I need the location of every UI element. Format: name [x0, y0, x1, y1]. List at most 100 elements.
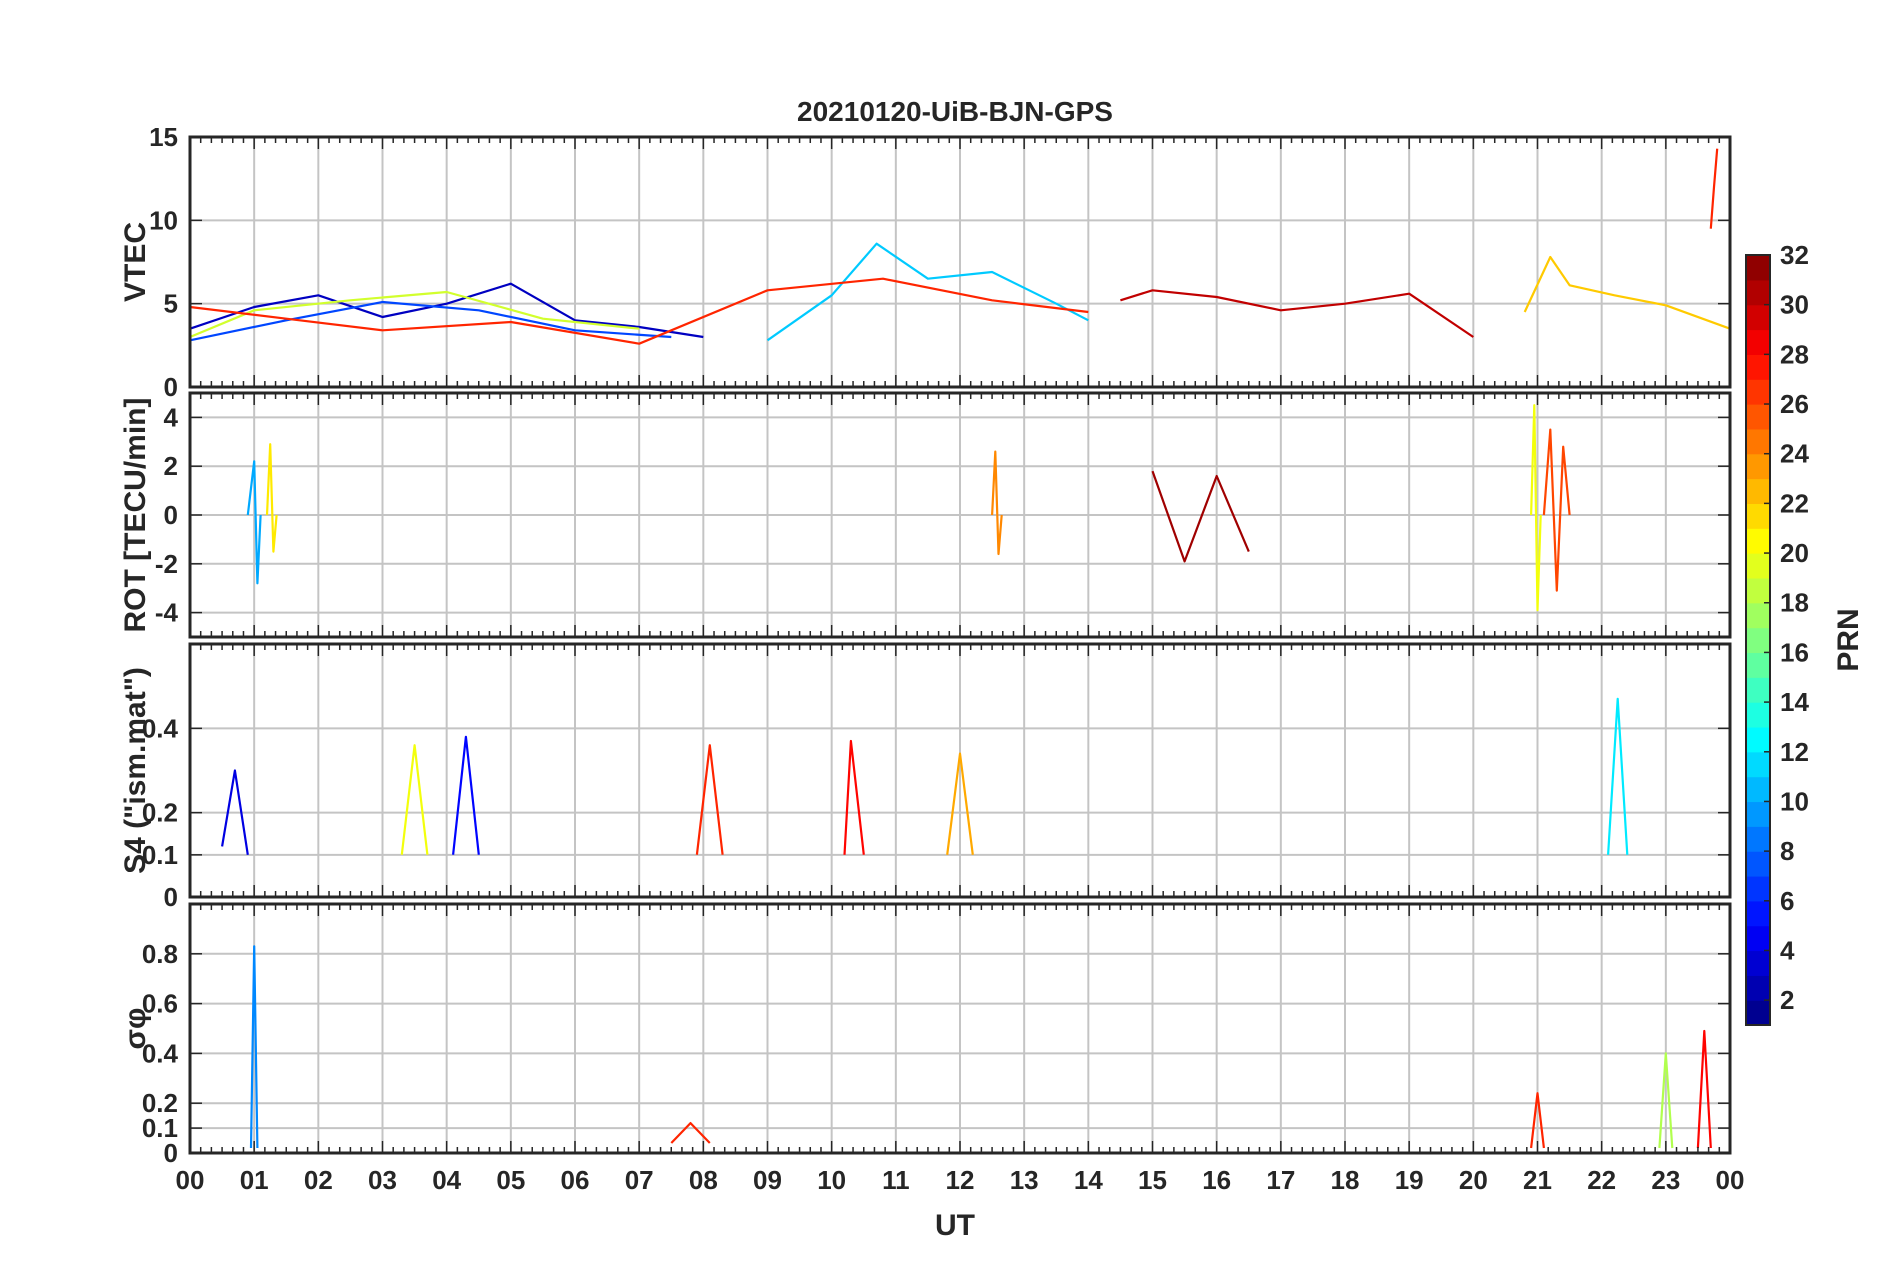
y-tick-label: 0.2	[142, 798, 178, 828]
x-tick-label: 13	[1010, 1165, 1039, 1195]
x-tick-label: 06	[561, 1165, 590, 1195]
series-line-prn-12	[1607, 697, 1629, 855]
axes-frame-sigma_phi	[188, 902, 1732, 1155]
x-tick-label: 04	[432, 1165, 461, 1195]
x-tick-label: 01	[240, 1165, 269, 1195]
panel-sigma_phi: 00.10.2 0.4 0.6 0.8 σφ 00 01 02 03 04 05 06 07 08 09 10…	[119, 902, 1744, 1195]
series-line-prn-27	[1530, 1092, 1545, 1149]
colorbar-tick-label: 16	[1780, 637, 1809, 667]
colorbar-frame	[1745, 254, 1771, 1026]
x-tick-label: 20	[1459, 1165, 1488, 1195]
colorbar-tick-label: 2	[1780, 985, 1794, 1015]
colorbar-segment	[1746, 677, 1770, 703]
axes-frame-rot	[188, 391, 1732, 639]
colorbar-segment	[1746, 329, 1770, 355]
x-tick-label: 08	[689, 1165, 718, 1195]
y-tick-label: 10	[149, 205, 178, 235]
colorbar-segment	[1746, 478, 1770, 504]
y-axis-label-sigma_phi: σφ	[119, 1008, 152, 1050]
colorbar-segment	[1746, 379, 1770, 405]
x-tick-label: 17	[1266, 1165, 1295, 1195]
x-tick-label: 11	[882, 1165, 910, 1195]
colorbar-segment	[1746, 875, 1770, 902]
series-line-prn-4	[221, 769, 249, 855]
x-tick-label: 19	[1395, 1165, 1424, 1195]
series-line-prn-3	[189, 282, 704, 339]
colorbar-segment	[1746, 528, 1770, 554]
series-line-prn-10	[246, 460, 262, 585]
series-line-prn-27	[695, 744, 724, 855]
colorbar-segment	[1746, 255, 1770, 281]
colorbar-tick-label: 18	[1780, 588, 1809, 618]
colorbar-segment	[1746, 751, 1770, 778]
colorbar-segment	[1746, 702, 1770, 728]
x-tick-label: 21	[1523, 1165, 1552, 1195]
x-tick-label: 16	[1202, 1165, 1231, 1195]
colorbar-segment	[1746, 925, 1770, 952]
colorbar-segment	[1746, 900, 1770, 927]
y-tick-label: 0.4	[142, 1038, 179, 1068]
colorbar-tick-label: 28	[1780, 339, 1809, 369]
x-tick-label: 00	[176, 1165, 205, 1195]
colorbar-segment	[1746, 726, 1770, 753]
colorbar-tick-label: 20	[1780, 538, 1809, 568]
x-tick-label: 14	[1074, 1165, 1103, 1195]
series-line-prn-20	[1530, 404, 1542, 612]
y-tick-label: 0	[164, 1138, 178, 1168]
colorbar-segment	[1746, 602, 1770, 629]
y-axis-label-s4: S4 ("ism.mat")	[119, 667, 152, 874]
colorbar-segment	[1746, 975, 1770, 1001]
y-tick-label: 2	[164, 451, 178, 481]
x-tick-label: 12	[946, 1165, 975, 1195]
colorbar-segment	[1746, 503, 1770, 529]
colorbar-segment	[1746, 453, 1770, 480]
x-axis-label: UT	[935, 1209, 975, 1242]
colorbar-segment	[1746, 553, 1770, 579]
colorbar-tick-label: 24	[1780, 439, 1809, 469]
y-tick-label: 0	[164, 882, 178, 912]
colorbar-segment	[1746, 826, 1770, 852]
x-tick-label: 15	[1138, 1165, 1167, 1195]
colorbar-segment	[1746, 851, 1770, 877]
series-line-prn-24	[991, 450, 1003, 556]
x-tick-label: 02	[304, 1165, 333, 1195]
series-line-prn-30	[1120, 289, 1474, 338]
colorbar-segment	[1746, 404, 1770, 430]
y-tick-label: 0.8	[142, 939, 178, 969]
series-line-prn-28	[1696, 1029, 1712, 1149]
series-line-prn-18	[1658, 1052, 1674, 1149]
colorbar-tick-label: 14	[1780, 687, 1809, 717]
figure-title: 20210120-UiB-BJN-GPS	[797, 96, 1113, 127]
series-line-prn-31	[1151, 470, 1250, 563]
y-axis-label-vtec: VTEC	[119, 222, 152, 302]
series-line-prn-20	[400, 744, 429, 855]
colorbar-segment	[1746, 801, 1770, 827]
y-tick-label: 5	[164, 289, 178, 319]
panel-rot: -4 -2 0 2 4 ROT [TECU/min]	[119, 391, 1732, 639]
colorbar-tick-label: 32	[1780, 240, 1809, 270]
x-tick-label: 09	[753, 1165, 782, 1195]
y-tick-label: -4	[155, 598, 179, 628]
colorbar-tick-label: 12	[1780, 737, 1809, 767]
axes-frame-vtec	[188, 135, 1732, 389]
series-line-prn-27	[189, 277, 1089, 345]
series-line-prn-27	[1709, 148, 1719, 229]
series-line-prn-28	[843, 739, 865, 855]
y-tick-label: 0.2	[142, 1088, 178, 1118]
series-line-prn-23	[946, 752, 974, 855]
y-tick-label: 0.6	[142, 989, 178, 1019]
colorbar-segment	[1746, 776, 1770, 803]
series-line-prn-26	[1542, 428, 1571, 592]
x-tick-label: 22	[1587, 1165, 1616, 1195]
y-tick-label: 15	[149, 122, 178, 152]
series-line-prn-27	[670, 1121, 711, 1144]
series-line-prn-11	[766, 242, 1089, 342]
x-tick-label: 05	[496, 1165, 525, 1195]
colorbar-segment	[1746, 627, 1770, 654]
y-tick-label: 0.4	[142, 713, 179, 743]
colorbar-segment	[1746, 428, 1770, 455]
series-line-prn-21	[265, 443, 278, 553]
colorbar-segment	[1746, 950, 1770, 976]
colorbar-tick-label: 26	[1780, 389, 1809, 419]
